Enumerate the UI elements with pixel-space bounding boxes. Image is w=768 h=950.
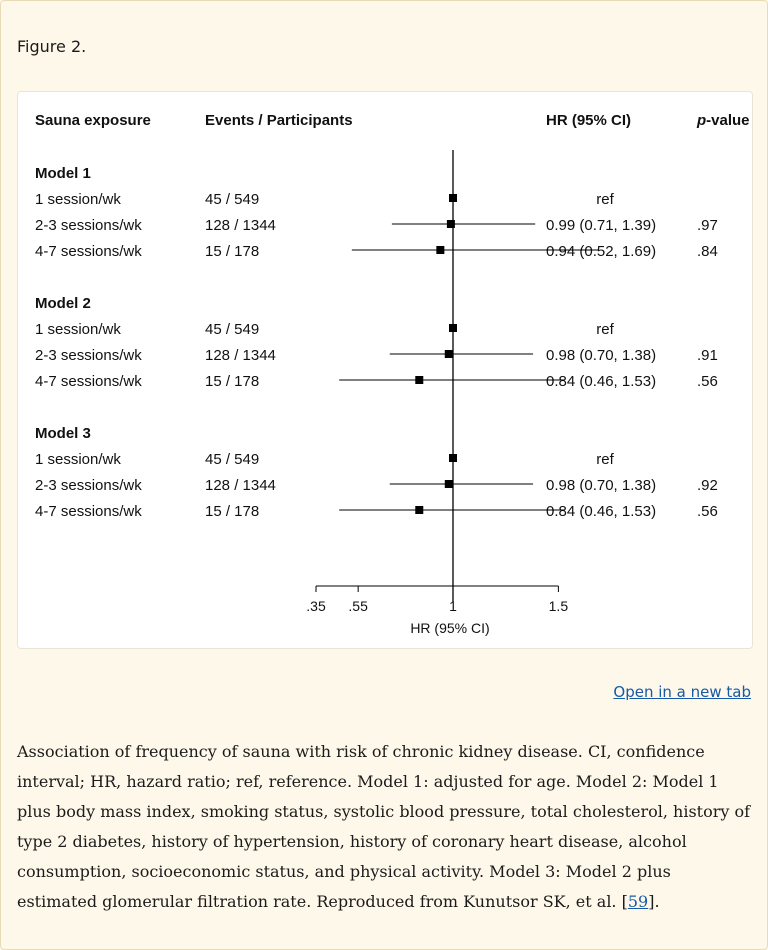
row-p-value: .91 xyxy=(697,347,718,364)
row-exposure-label: 4-7 sessions/wk xyxy=(35,503,142,520)
row-exposure-label: 2-3 sessions/wk xyxy=(35,217,142,234)
row-events: 128 / 1344 xyxy=(205,477,276,494)
x-axis-tick-label: .35 xyxy=(306,598,326,614)
estimate-marker xyxy=(436,246,445,254)
row-hr-text: ref xyxy=(596,451,614,468)
header-hr: HR (95% CI) xyxy=(546,112,631,129)
row-exposure-label: 2-3 sessions/wk xyxy=(35,477,142,494)
estimate-marker xyxy=(415,506,424,514)
x-axis-label: HR (95% CI) xyxy=(410,620,489,636)
header-exposure: Sauna exposure xyxy=(35,112,151,129)
figure-label: Figure 2. xyxy=(17,37,87,56)
header-p-value: p-value xyxy=(696,112,750,129)
row-p-value: .56 xyxy=(697,503,718,520)
row-p-value: .97 xyxy=(697,217,718,234)
x-axis-tick-label: 1.5 xyxy=(549,598,569,614)
row-hr-text: ref xyxy=(596,321,614,338)
row-hr-text: ref xyxy=(596,191,614,208)
caption-text: Association of frequency of sauna with r… xyxy=(17,742,751,911)
row-p-value: .92 xyxy=(697,477,718,494)
estimate-marker xyxy=(446,220,455,228)
row-events: 15 / 178 xyxy=(205,373,259,390)
estimate-marker xyxy=(415,376,424,384)
x-axis-tick-label: 1 xyxy=(449,598,457,614)
row-events: 45 / 549 xyxy=(205,451,259,468)
row-exposure-label: 1 session/wk xyxy=(35,451,121,468)
row-events: 128 / 1344 xyxy=(205,347,276,364)
row-events: 45 / 549 xyxy=(205,321,259,338)
estimate-marker xyxy=(449,194,457,202)
estimate-marker xyxy=(449,324,457,332)
estimate-marker xyxy=(444,350,453,358)
row-events: 15 / 178 xyxy=(205,503,259,520)
row-exposure-label: 1 session/wk xyxy=(35,191,121,208)
open-in-new-tab-link[interactable]: Open in a new tab xyxy=(613,683,751,701)
row-exposure-label: 1 session/wk xyxy=(35,321,121,338)
estimate-marker xyxy=(444,480,453,488)
row-exposure-label: 4-7 sessions/wk xyxy=(35,243,142,260)
row-p-value: .84 xyxy=(697,243,718,260)
header-events: Events / Participants xyxy=(205,112,353,129)
row-hr-text: 0.84 (0.46, 1.53) xyxy=(546,373,656,390)
model-title: Model 3 xyxy=(35,425,91,442)
row-hr-text: 0.99 (0.71, 1.39) xyxy=(546,217,656,234)
estimate-marker xyxy=(449,454,457,462)
row-exposure-label: 2-3 sessions/wk xyxy=(35,347,142,364)
row-hr-text: 0.84 (0.46, 1.53) xyxy=(546,503,656,520)
row-events: 45 / 549 xyxy=(205,191,259,208)
row-hr-text: 0.94 (0.52, 1.69) xyxy=(546,243,656,260)
caption-tail: ]. xyxy=(648,892,660,911)
row-p-value: .56 xyxy=(697,373,718,390)
row-events: 15 / 178 xyxy=(205,243,259,260)
figure-caption: Association of frequency of sauna with r… xyxy=(17,737,753,917)
row-exposure-label: 4-7 sessions/wk xyxy=(35,373,142,390)
x-axis-tick-label: .55 xyxy=(348,598,368,614)
model-title: Model 1 xyxy=(35,165,91,182)
model-title: Model 2 xyxy=(35,295,91,312)
forest-plot: Sauna exposure Events / Participants HR (9… xyxy=(35,112,750,636)
forest-plot-figure[interactable]: Sauna exposure Events / Participants HR (9… xyxy=(17,91,753,649)
citation-link[interactable]: 59 xyxy=(627,892,649,911)
row-hr-text: 0.98 (0.70, 1.38) xyxy=(546,477,656,494)
row-events: 128 / 1344 xyxy=(205,217,276,234)
row-hr-text: 0.98 (0.70, 1.38) xyxy=(546,347,656,364)
